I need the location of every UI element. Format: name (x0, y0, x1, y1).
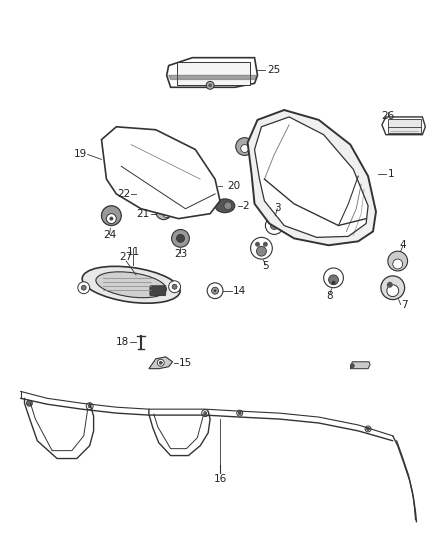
Polygon shape (247, 110, 376, 245)
Circle shape (270, 222, 278, 230)
Circle shape (237, 410, 243, 416)
Text: 1: 1 (388, 169, 395, 179)
Circle shape (255, 242, 260, 247)
Circle shape (88, 405, 91, 408)
Circle shape (206, 82, 214, 89)
Circle shape (78, 282, 90, 294)
Circle shape (236, 138, 254, 156)
Circle shape (257, 246, 266, 256)
Polygon shape (382, 117, 425, 135)
Polygon shape (254, 117, 368, 237)
Text: 24: 24 (103, 230, 116, 240)
Circle shape (388, 251, 408, 271)
Circle shape (324, 268, 343, 288)
Text: 7: 7 (401, 301, 407, 311)
Circle shape (365, 426, 371, 432)
Text: 20: 20 (227, 181, 240, 191)
Text: 4: 4 (399, 240, 406, 251)
Circle shape (367, 427, 370, 430)
FancyBboxPatch shape (150, 286, 166, 296)
Text: 19: 19 (74, 149, 87, 159)
Polygon shape (149, 357, 173, 369)
Circle shape (102, 206, 121, 225)
Circle shape (204, 411, 207, 415)
Circle shape (207, 283, 223, 298)
Text: 5: 5 (262, 261, 269, 271)
Text: 27: 27 (120, 252, 133, 262)
Text: 15: 15 (179, 358, 192, 368)
FancyBboxPatch shape (388, 119, 421, 133)
Text: 8: 8 (326, 290, 333, 301)
Circle shape (212, 287, 219, 294)
Text: 22: 22 (117, 189, 130, 199)
Polygon shape (102, 127, 220, 219)
Circle shape (156, 204, 172, 220)
Circle shape (172, 284, 177, 289)
Ellipse shape (215, 199, 235, 213)
Circle shape (214, 289, 216, 292)
Circle shape (387, 285, 399, 296)
Circle shape (393, 259, 403, 269)
Circle shape (208, 84, 212, 87)
Circle shape (202, 410, 208, 417)
Circle shape (159, 361, 162, 364)
Circle shape (387, 282, 393, 288)
Text: 3: 3 (274, 203, 281, 213)
Text: 26: 26 (381, 111, 395, 121)
Circle shape (381, 276, 405, 300)
Circle shape (265, 216, 283, 235)
Text: 16: 16 (213, 474, 226, 484)
Text: 2: 2 (243, 201, 249, 211)
Circle shape (157, 359, 164, 366)
Polygon shape (167, 58, 258, 87)
Circle shape (263, 242, 268, 247)
Circle shape (224, 202, 232, 209)
Ellipse shape (96, 272, 166, 298)
Circle shape (169, 281, 180, 293)
Circle shape (241, 144, 249, 152)
FancyBboxPatch shape (177, 62, 250, 85)
Text: 11: 11 (127, 247, 140, 257)
Text: 23: 23 (174, 249, 187, 259)
Circle shape (328, 275, 339, 285)
Circle shape (106, 214, 117, 223)
Polygon shape (169, 76, 258, 79)
Circle shape (172, 230, 189, 247)
Circle shape (86, 403, 93, 410)
Text: 25: 25 (267, 64, 281, 75)
Circle shape (136, 183, 152, 199)
Circle shape (350, 364, 354, 368)
Circle shape (251, 237, 272, 259)
Ellipse shape (82, 266, 180, 303)
Circle shape (26, 400, 32, 406)
Polygon shape (350, 362, 370, 369)
Circle shape (110, 216, 113, 221)
Circle shape (81, 285, 86, 290)
Circle shape (163, 209, 171, 217)
Circle shape (332, 281, 336, 285)
Text: 18: 18 (116, 337, 129, 347)
Circle shape (238, 411, 241, 415)
Circle shape (177, 235, 184, 243)
Circle shape (143, 189, 151, 197)
Text: 14: 14 (233, 286, 246, 296)
Text: 21: 21 (137, 209, 150, 219)
